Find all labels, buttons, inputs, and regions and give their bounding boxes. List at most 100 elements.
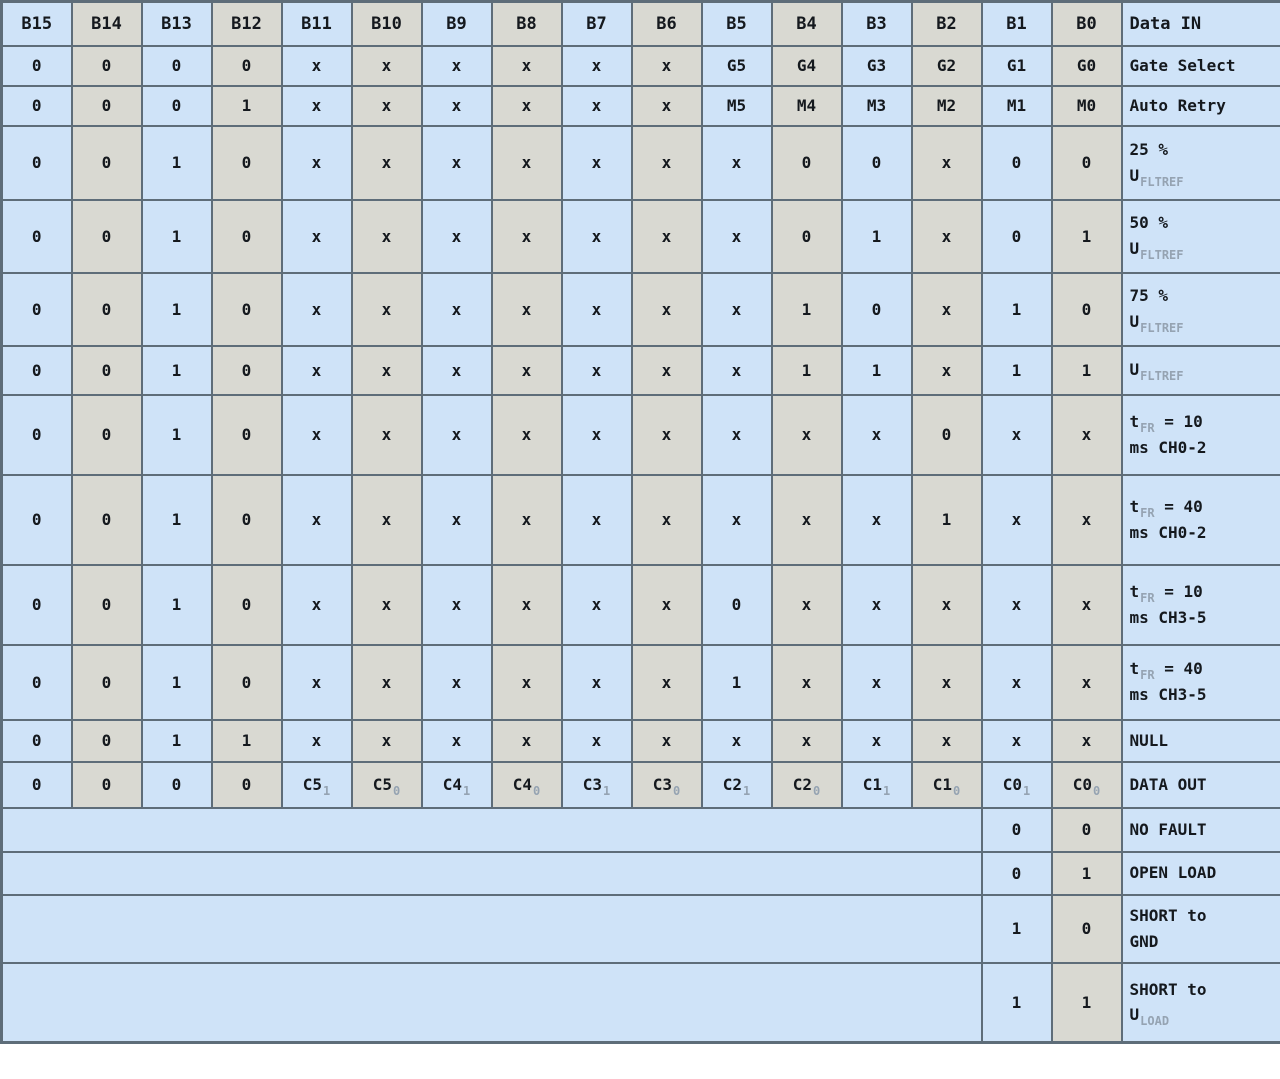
bit-cell: x [910,124,983,201]
subscript-text: 1 [323,784,331,798]
bit-cell: C31 [560,760,633,809]
bit-cell: x [910,563,983,646]
table-row: 0 1 OPEN LOAD [0,850,1280,896]
row-label: tFR = 40 ms CH3-5 [1120,643,1280,721]
bit-cell: G0 [1050,44,1123,87]
bit-cell: 1 [1050,961,1123,1044]
subscript-text: 1 [1023,784,1031,798]
bit-cell: 1 [700,643,773,721]
bit-cell: x [490,44,563,87]
bit-cell: x [350,643,423,721]
bit-cell: 1 [980,344,1053,396]
row-label: 50 % UFLTREF [1120,198,1280,274]
bit-cell: 1 [770,344,843,396]
bit-cell: x [560,84,633,127]
row-label: tFR = 10 ms CH0-2 [1120,393,1280,476]
bit-cell: 0 [980,198,1053,274]
subscript-text: FLTREF [1140,321,1184,335]
bit-cell: x [840,563,913,646]
bit-cell: 0 [210,198,283,274]
bit-cell: x [630,473,703,566]
bit-cell: x [910,198,983,274]
bit-cell: x [350,563,423,646]
bit-cell: x [630,198,703,274]
bit-cell: 0 [70,344,143,396]
table-row: 0 0 0 0 C51 C50 C41 C40 C31 C30 C21 C20 C11 C10 C01 C00… [0,760,1280,809]
bit-cell: 0 [0,84,73,127]
bit-cell: x [280,44,353,87]
bit-cell: x [560,344,633,396]
bit-cell: 0 [210,393,283,476]
bit-cell: C51 [280,760,353,809]
table-header: B15 B14 B13 B12 B11 B10 B9 B8 B7 B6 B5 B4 B3 B2 B1 B0 Da… [0,0,1280,47]
bit-cell: 0 [0,718,73,763]
bit-cell: x [700,198,773,274]
table-body: 0 0 0 0 x x x x x x G5 G4 G3 G2 G1 G0 Gate Select 0 0 0 1 x x x… [0,44,1280,1044]
bit-cell: x [490,124,563,201]
bit-cell: 0 [1050,893,1123,964]
table-row: 0 0 NO FAULT [0,806,1280,853]
column-header-b2: B2 [910,0,983,47]
bit-cell: C41 [420,760,493,809]
bit-cell: 0 [210,271,283,347]
bit-cell: 0 [210,473,283,566]
bit-cell: x [490,393,563,476]
bit-cell: x [490,563,563,646]
bit-cell: 1 [210,84,283,127]
bit-cell: 0 [210,344,283,396]
bit-cell: x [630,271,703,347]
bit-cell: C50 [350,760,423,809]
bit-cell: 0 [1050,124,1123,201]
row-label: SHORT to GND [1120,893,1280,964]
table-row: 0 0 1 0 x x x x x x x x x 1 x x tFR = 40 ms CH0-2 [0,473,1280,566]
bit-cell: 0 [840,271,913,347]
bit-cell: x [350,473,423,566]
bit-cell: 0 [770,124,843,201]
bit-cell: 1 [980,961,1053,1044]
bit-cell: x [840,393,913,476]
bit-cell: x [770,393,843,476]
bit-cell: 1 [140,473,213,566]
subscript-text: 0 [533,784,541,798]
bit-cell: 0 [70,643,143,721]
subscript-text: 1 [883,784,891,798]
bit-cell: 1 [140,643,213,721]
subscript-text: 1 [603,784,611,798]
bit-cell: 1 [840,344,913,396]
subscript-text: 0 [393,784,401,798]
bit-cell: x [770,563,843,646]
column-header-b10: B10 [350,0,423,47]
table-row: 0 0 1 0 x x x x x x x 1 1 x 1 1 UFLTREF [0,344,1280,396]
table-row: 0 0 1 0 x x x x x x 0 x x x x x tFR = 10 ms CH3-5 [0,563,1280,646]
header-row: B15 B14 B13 B12 B11 B10 B9 B8 B7 B6 B5 B4 B3 B2 B1 B0 Da… [0,0,1280,47]
bit-cell: 1 [210,718,283,763]
bit-cell: x [420,393,493,476]
bit-cell: x [280,198,353,274]
bit-cell: 1 [980,893,1053,964]
bit-cell: G4 [770,44,843,87]
bit-cell: x [560,44,633,87]
bit-cell: M3 [840,84,913,127]
bit-cell: 0 [0,760,73,809]
table-row: 1 0 SHORT to GND [0,893,1280,964]
bit-cell: 1 [140,563,213,646]
bit-cell: C21 [700,760,773,809]
row-label: 75 % UFLTREF [1120,271,1280,347]
table-row: 0 0 1 0 x x x x x x x 0 0 x 0 0 25 % UFLTREF [0,124,1280,201]
bit-cell: x [700,473,773,566]
bit-cell: x [910,271,983,347]
merged-empty-cell [0,961,983,1044]
bit-cell: 0 [70,760,143,809]
bit-cell: x [980,473,1053,566]
column-header-b9: B9 [420,0,493,47]
bit-cell: 0 [210,643,283,721]
subscript-text: 0 [953,784,961,798]
bit-cell: x [840,643,913,721]
bit-cell: x [630,44,703,87]
bit-cell: x [840,718,913,763]
bit-cell: C11 [840,760,913,809]
bit-cell: 1 [140,271,213,347]
bit-cell: M1 [980,84,1053,127]
bit-cell: x [560,271,633,347]
bit-cell: 0 [770,198,843,274]
